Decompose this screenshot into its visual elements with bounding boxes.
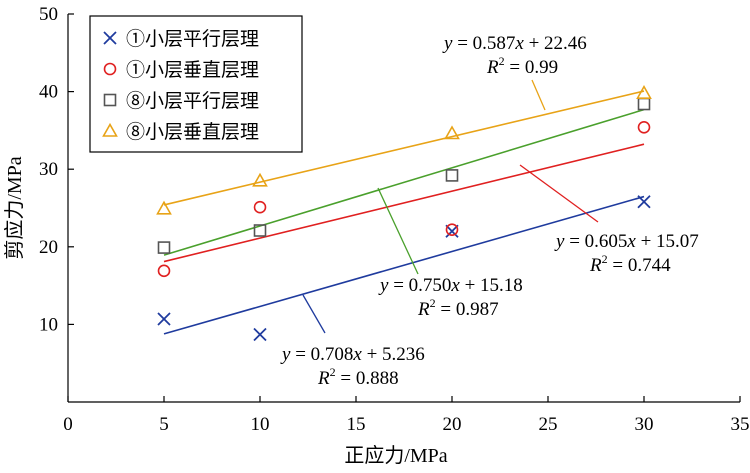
legend-marker	[103, 62, 117, 76]
fit-line-2	[163, 143, 645, 263]
marker-stroke	[637, 195, 651, 209]
r2-value: = 0.888	[336, 368, 399, 389]
x-tick-label: 10	[251, 414, 270, 435]
eq-y: y	[280, 344, 291, 365]
data-point-series2	[637, 120, 651, 134]
data-point-series3	[637, 97, 651, 111]
eq-slope: = 0.605	[564, 231, 627, 252]
x-tick-label: 20	[443, 414, 462, 435]
y-tick-label: 40	[39, 82, 58, 103]
legend-marker	[102, 122, 118, 137]
eq-x: x	[514, 33, 524, 54]
r2-r: R	[417, 299, 430, 320]
marker-stroke	[103, 31, 117, 45]
eq-x: x	[450, 275, 460, 296]
fit-equation: y = 0.587x + 22.46	[442, 33, 587, 54]
data-point-series3	[445, 169, 459, 182]
y-tick-label: 50	[39, 4, 58, 25]
y-tick-label: 20	[39, 237, 58, 258]
x-tick-label: 35	[731, 414, 750, 435]
y-axis-title: 剪应力/MPa	[3, 156, 26, 259]
marker-stroke	[445, 224, 459, 238]
legend-marker	[103, 31, 117, 45]
data-point-series2	[157, 264, 171, 278]
fit-r-squared: R2 = 0.744	[589, 252, 671, 276]
data-point-series4	[444, 125, 460, 140]
fit-r-squared: R2 = 0.987	[417, 296, 499, 320]
r2-value: = 0.99	[505, 57, 558, 78]
eq-x: x	[626, 231, 636, 252]
y-tick-label: 30	[39, 159, 58, 180]
eq-intercept: + 22.46	[524, 33, 587, 54]
legend-label: ①小层垂直层理	[126, 59, 259, 81]
r2-r: R	[486, 57, 499, 78]
fit-line-3	[163, 108, 645, 256]
x-tick-label: 5	[159, 414, 169, 435]
data-point-series4	[252, 172, 268, 187]
fit-r-squared: R2 = 0.888	[317, 365, 399, 389]
r2-value: = 0.987	[436, 299, 499, 320]
r2-sup: 2	[330, 365, 336, 379]
x-tick-label: 25	[539, 414, 558, 435]
fit-r-squared: R2 = 0.99	[486, 54, 558, 78]
y-tick-label: 10	[39, 314, 58, 335]
fit-equation: y = 0.605x + 15.07	[554, 231, 699, 252]
x-axis-title: 正应力/MPa	[344, 444, 447, 467]
x-tick-label: 30	[635, 414, 654, 435]
legend-label: ①小层平行层理	[126, 28, 259, 50]
leader-line	[519, 164, 599, 223]
eq-y: y	[442, 33, 453, 54]
r2-sup: 2	[430, 296, 436, 310]
marker-stroke	[253, 327, 267, 342]
fit-equation: y = 0.750x + 15.18	[378, 275, 523, 296]
eq-y: y	[554, 231, 565, 252]
leader-line	[531, 79, 546, 111]
legend-frame	[89, 15, 303, 153]
x-tick-label: 0	[63, 414, 73, 435]
legend-label: ⑧小层平行层理	[126, 90, 259, 112]
data-point-series4	[156, 200, 172, 215]
data-point-series2	[445, 223, 459, 237]
data-point-series1	[157, 312, 171, 326]
fit-lines	[163, 90, 645, 335]
axes: 0 5 10 15 20 25 30 35 10 20 30 40 50 正应力/MPa 剪应力/MPa	[3, 4, 750, 467]
data-point-series3	[253, 224, 267, 237]
eq-x: x	[352, 344, 362, 365]
eq-intercept: + 5.236	[362, 344, 425, 365]
eq-slope: = 0.587	[452, 33, 515, 54]
eq-y: y	[378, 275, 389, 296]
x-tick-label: 15	[347, 414, 366, 435]
fit-line-1	[163, 195, 645, 335]
legend: ①小层平行层理 ①小层垂直层理 ⑧小层平行层理 ⑧小层垂直层理	[89, 15, 303, 153]
eq-slope: = 0.750	[388, 275, 451, 296]
r2-sup: 2	[499, 54, 505, 68]
eq-intercept: + 15.18	[460, 275, 523, 296]
r2-sup: 2	[602, 252, 608, 266]
data-point-series1	[637, 195, 651, 209]
data-point-series1	[445, 224, 459, 238]
data-point-series1	[253, 327, 267, 342]
leader-line	[377, 187, 419, 275]
data-point-series4	[636, 85, 652, 99]
eq-intercept: + 15.07	[636, 231, 699, 252]
fit-equation: y = 0.708x + 5.236	[280, 344, 425, 365]
legend-label: ⑧小层垂直层理	[126, 121, 259, 143]
eq-slope: = 0.708	[290, 344, 353, 365]
leader-line	[302, 294, 326, 334]
fit-line-4	[163, 90, 645, 206]
r2-value: = 0.744	[608, 255, 671, 276]
marker-stroke	[157, 312, 171, 326]
data-point-series2	[253, 200, 267, 214]
data-points	[156, 85, 652, 342]
data-point-series3	[157, 241, 171, 254]
r2-r: R	[589, 255, 602, 276]
r2-r: R	[317, 368, 330, 389]
legend-marker	[103, 93, 117, 107]
